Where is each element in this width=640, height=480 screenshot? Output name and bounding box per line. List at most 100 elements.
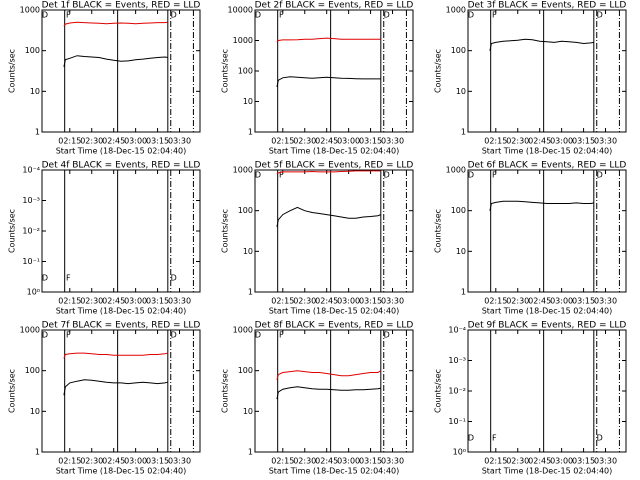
x-axis-label: Start Time (18-Dec-15 02:04:40) (56, 307, 187, 316)
x-tick-label: 03:15 (359, 297, 382, 306)
y-tick-label: 10⁻³ (22, 196, 40, 205)
panel-title: Det 4f BLACK = Events, RED = LLD (42, 161, 201, 171)
event-marker: F (66, 331, 71, 340)
x-tick-label: 03:15 (146, 457, 169, 466)
y-tick-label: 10⁻⁴ (22, 166, 40, 175)
x-axis-label: Start Time (18-Dec-15 02:04:40) (56, 147, 187, 156)
plot-frame (254, 169, 414, 293)
x-tick-label: 03:15 (359, 137, 382, 146)
y-tick-label: 10 (456, 87, 466, 96)
panel: Det 8f BLACK = Events, RED = LLD Counts/s… (221, 321, 414, 476)
y-tick-label: 1 (248, 288, 253, 297)
event-marker: F (492, 171, 497, 180)
y-tick-label: 10⁰ (453, 448, 466, 457)
x-tick-label: 02:15 (484, 457, 507, 466)
x-tick-label: 02:15 (58, 457, 81, 466)
data-line (276, 76, 381, 88)
event-marker: F (279, 331, 284, 340)
plot-frame (254, 329, 414, 453)
x-tick-label: 02:45 (102, 137, 125, 146)
x-tick-label: 02:15 (271, 297, 294, 306)
x-tick-label: 02:30 (80, 457, 103, 466)
x-tick-label: 03:30 (381, 137, 404, 146)
y-tick-label: 1 (461, 288, 466, 297)
x-tick-label: 03:00 (124, 457, 147, 466)
event-marker: D (255, 11, 261, 20)
y-tick-label: 100 (25, 366, 40, 375)
x-tick-label: 03:00 (337, 297, 360, 306)
x-tick-label: 03:00 (124, 137, 147, 146)
event-marker: D (255, 171, 261, 180)
y-tick-label: 1000 (446, 166, 466, 175)
y-tick-label: 10⁻⁴ (448, 326, 466, 335)
event-marker: D (384, 171, 390, 180)
panel-title: Det 9f BLACK = Events, RED = LLD (468, 321, 627, 331)
x-tick-label: 02:15 (484, 137, 507, 146)
y-tick-label: 10000 (228, 6, 253, 15)
plot-frame (467, 169, 627, 293)
y-axis-label: Counts/sec (8, 369, 17, 413)
event-marker: D (171, 331, 177, 340)
event-marker: D (384, 11, 390, 20)
x-tick-label: 03:00 (550, 457, 573, 466)
data-line (63, 21, 168, 27)
plot-frame (467, 9, 627, 133)
plot-frame (467, 329, 627, 453)
x-tick-label: 03:30 (168, 137, 191, 146)
y-axis-label: Counts/sec (221, 369, 230, 413)
x-tick-label: 03:00 (337, 457, 360, 466)
x-axis-label: Start Time (18-Dec-15 02:04:40) (269, 467, 400, 476)
x-tick-label: 02:45 (315, 297, 338, 306)
x-tick-label: 03:15 (572, 137, 595, 146)
x-tick-label: 02:30 (293, 457, 316, 466)
event-marker: F (279, 11, 284, 20)
event-marker: D (171, 274, 177, 283)
plot-frame (41, 329, 201, 453)
y-tick-label: 1000 (446, 6, 466, 15)
x-tick-label: 02:45 (102, 297, 125, 306)
data-line (489, 38, 594, 51)
y-tick-label: 100 (238, 366, 253, 375)
y-tick-label: 10 (30, 407, 40, 416)
event-marker: D (597, 171, 603, 180)
x-tick-label: 02:45 (102, 457, 125, 466)
event-marker: D (468, 11, 474, 20)
plot-frame (254, 9, 414, 133)
x-tick-label: 03:15 (572, 297, 595, 306)
data-line (276, 386, 381, 400)
x-tick-label: 03:00 (124, 297, 147, 306)
x-tick-label: 02:15 (58, 137, 81, 146)
event-marker: F (492, 11, 497, 20)
plot-frame (41, 9, 201, 133)
x-tick-label: 03:30 (381, 297, 404, 306)
event-marker: D (597, 11, 603, 20)
x-tick-label: 03:00 (337, 137, 360, 146)
panel: Det 2f BLACK = Events, RED = LLD Counts/s… (221, 1, 414, 156)
data-line (276, 206, 381, 227)
y-axis-label: Counts/sec (434, 209, 443, 253)
y-tick-label: 10 (30, 87, 40, 96)
x-tick-label: 02:45 (315, 137, 338, 146)
y-tick-label: 1000 (233, 166, 253, 175)
y-tick-label: 1 (35, 448, 40, 457)
x-axis-label: Start Time (18-Dec-15 02:04:40) (482, 147, 613, 156)
x-tick-label: 02:30 (506, 297, 529, 306)
x-tick-label: 03:30 (594, 457, 617, 466)
y-tick-label: 100 (451, 206, 466, 215)
x-tick-label: 03:30 (168, 457, 191, 466)
event-marker: D (255, 331, 261, 340)
x-axis-label: Start Time (18-Dec-15 02:04:40) (269, 307, 400, 316)
x-tick-label: 03:00 (550, 297, 573, 306)
panel-title: Det 1f BLACK = Events, RED = LLD (42, 1, 201, 11)
data-line (63, 55, 168, 67)
y-tick-label: 1000 (20, 6, 40, 15)
panel: Det 3f BLACK = Events, RED = LLD Counts/s… (434, 1, 627, 156)
y-tick-label: 1000 (233, 326, 253, 335)
x-tick-label: 02:30 (293, 137, 316, 146)
plot-frame (41, 169, 201, 293)
x-tick-label: 02:45 (528, 457, 551, 466)
event-marker: D (42, 274, 48, 283)
x-tick-label: 02:30 (80, 297, 103, 306)
